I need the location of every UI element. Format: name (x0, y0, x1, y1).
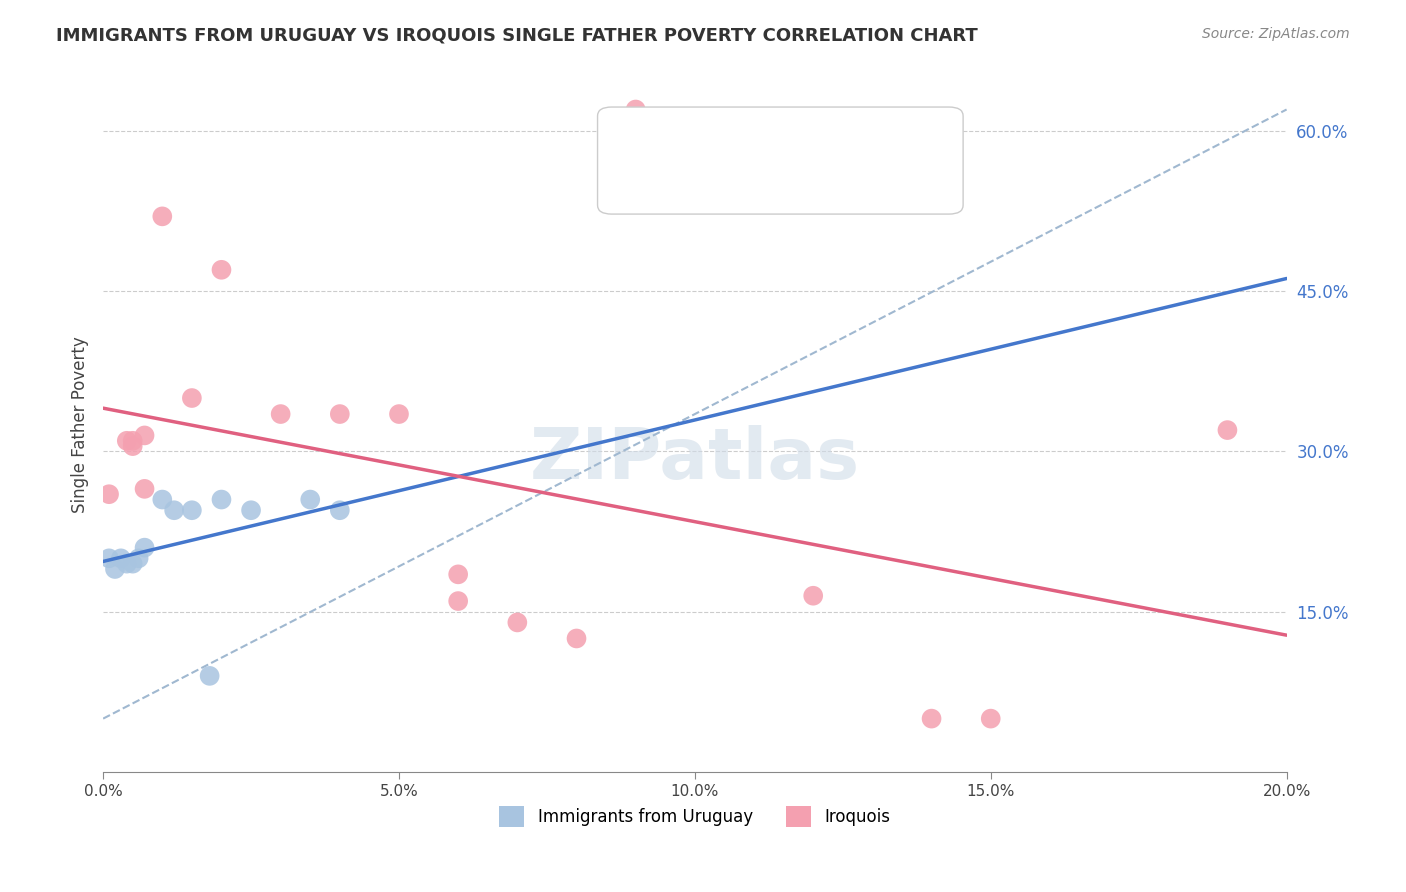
Point (163, 503, 186, 517)
Point (447, 594, 470, 608)
Point (506, 615, 529, 630)
Point (134, 482, 156, 496)
Text: ZIPatlas: ZIPatlas (530, 425, 860, 494)
Point (388, 407, 411, 421)
Point (115, 434, 138, 448)
Point (921, 712, 943, 726)
Point (98, 487, 121, 501)
Point (115, 557, 138, 571)
Point (134, 428, 156, 442)
Point (98, 551, 121, 566)
Point (121, 557, 143, 571)
Point (565, 632, 588, 646)
Point (134, 541, 156, 555)
Point (198, 669, 221, 683)
Point (211, 262, 233, 277)
Point (1216, 423, 1239, 437)
Point (329, 503, 352, 517)
Point (801, 589, 824, 603)
Point (240, 503, 263, 517)
Text: R =  0.321   N =  12: R = 0.321 N = 12 (665, 134, 846, 152)
Point (329, 407, 352, 421)
Text: R = -0.279   N =  20: R = -0.279 N = 20 (665, 166, 848, 184)
Point (128, 551, 150, 566)
Text: Source: ZipAtlas.com: Source: ZipAtlas.com (1202, 27, 1350, 41)
Point (299, 492, 322, 507)
Legend: Immigrants from Uruguay, Iroquois: Immigrants from Uruguay, Iroquois (492, 799, 897, 833)
Point (150, 492, 173, 507)
Point (104, 562, 127, 576)
Point (624, 103, 647, 117)
Point (447, 567, 470, 582)
Point (121, 434, 143, 448)
Point (110, 551, 132, 566)
Point (180, 391, 202, 405)
Point (150, 210, 173, 224)
Point (121, 439, 143, 453)
Point (270, 407, 292, 421)
Text: IMMIGRANTS FROM URUGUAY VS IROQUOIS SINGLE FATHER POVERTY CORRELATION CHART: IMMIGRANTS FROM URUGUAY VS IROQUOIS SING… (56, 27, 979, 45)
Y-axis label: Single Father Poverty: Single Father Poverty (72, 336, 89, 513)
Point (980, 712, 1002, 726)
Point (180, 503, 202, 517)
Point (211, 492, 233, 507)
